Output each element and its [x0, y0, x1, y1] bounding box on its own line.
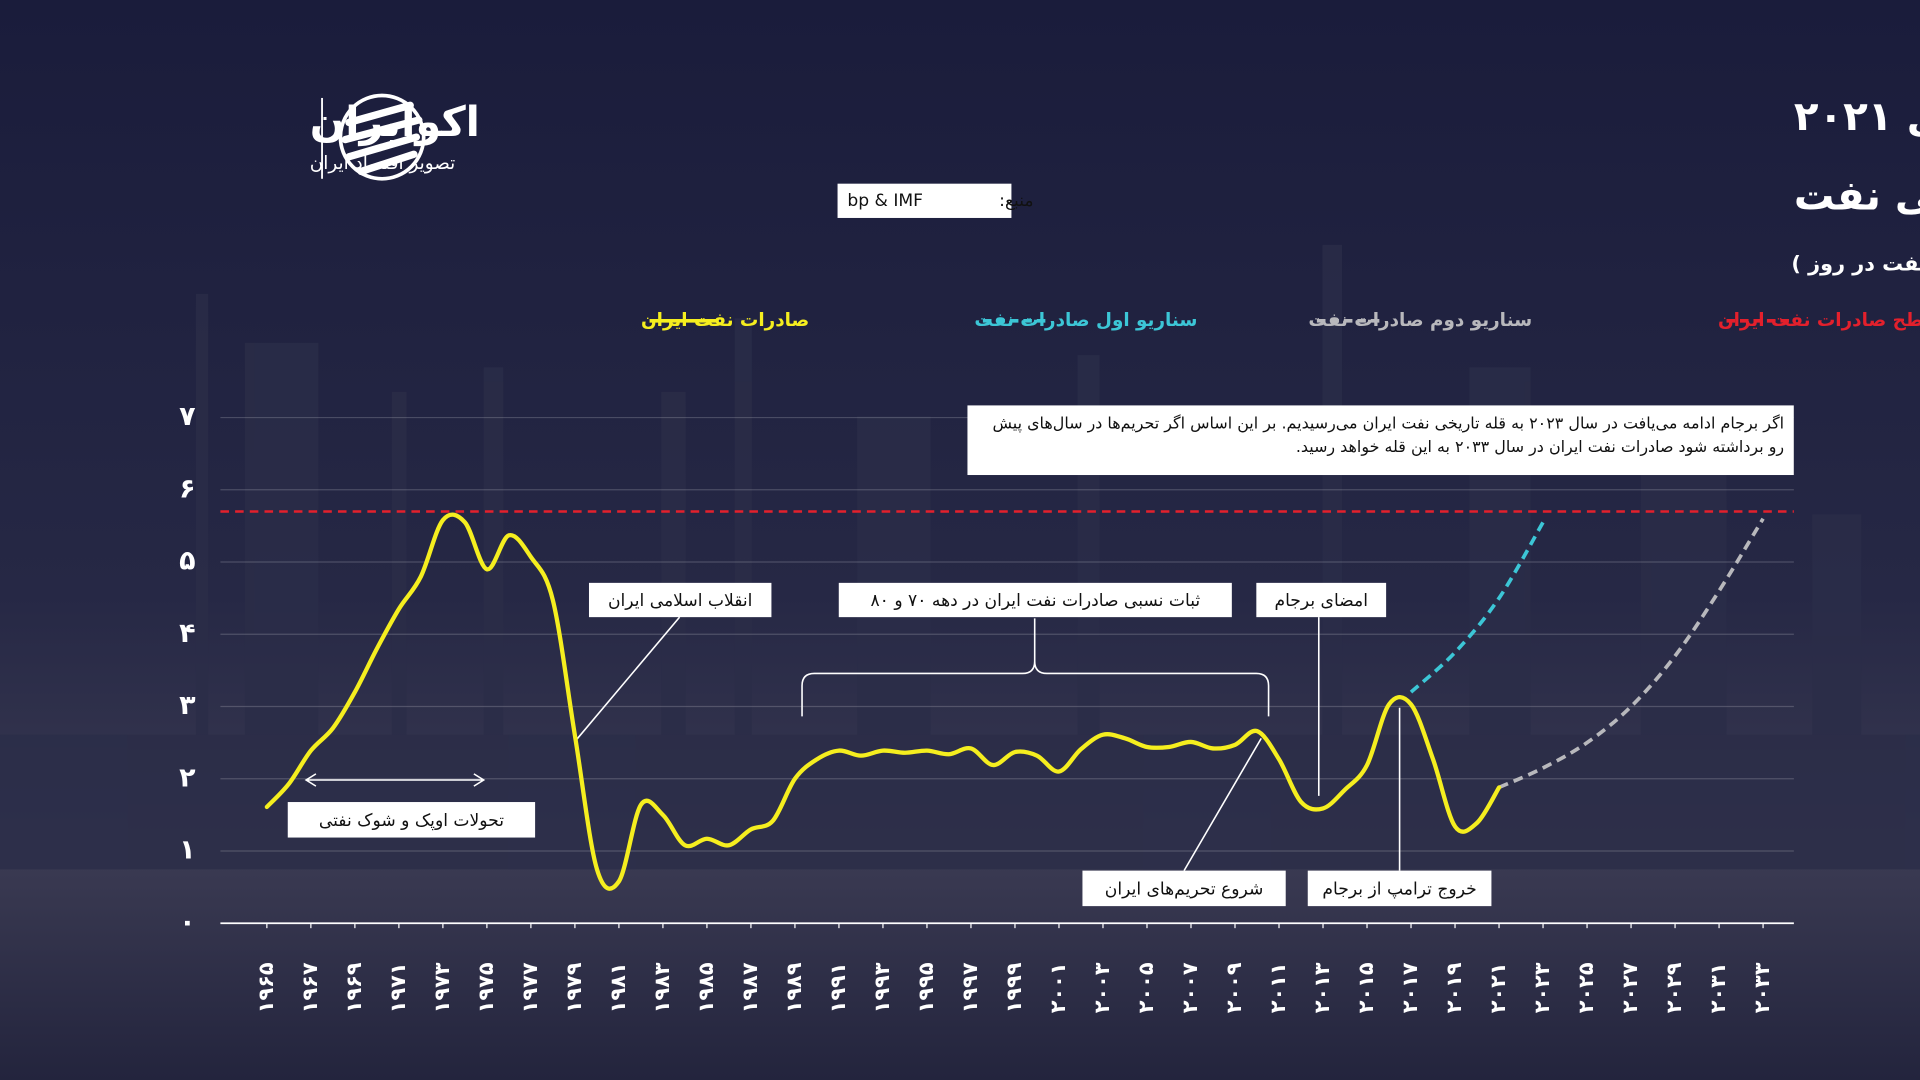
x-tick-label: ۱۹۷۷	[518, 962, 542, 1013]
x-tick-label: ۲۰۲۷	[1618, 962, 1642, 1013]
source: bp & IMF	[847, 191, 923, 211]
series-line	[1498, 517, 1765, 790]
x-tick-label: ۲۰۲۹	[1662, 962, 1686, 1013]
logo-name: اکوایران	[310, 97, 480, 147]
x-tick-label: ۱۹۹۱	[826, 962, 850, 1013]
legend-label: سناریو اول صادرات نفت	[974, 310, 1197, 331]
x-tick-label: ۲۰۲۵	[1574, 962, 1598, 1013]
annotation-box	[1256, 582, 1387, 618]
x-tick-label: ۲۰۱۵	[1354, 962, 1378, 1013]
annotation-text: اگر برجام ادامه می‌یافت در سال ۲۰۲۳ به ق…	[967, 405, 1794, 476]
x-tick-label: ۱۹۷۵	[474, 962, 498, 1013]
annotation-text: شروع تحریم‌های ایران	[1105, 880, 1264, 900]
annotation-box	[838, 582, 1232, 618]
x-tick-label: ۲۰۰۷	[1178, 962, 1202, 1013]
logo: اکوایران تصویر اقتصاد ایران	[310, 93, 480, 181]
annotation-pointer	[574, 616, 681, 742]
annotation-box: اگر برجام ادامه می‌یافت در سال ۲۰۲۳ به ق…	[967, 405, 1794, 476]
x-tick-label: ۲۰۱۱	[1266, 962, 1290, 1013]
legend-label: صادرات نفت ایران	[641, 310, 809, 331]
x-tick-label: ۱۹۹۷	[958, 962, 982, 1013]
x-tick-label: ۲۰۰۳	[1090, 962, 1114, 1013]
chart-title: صادرات نفت ایران از سال ۱۹۶۵ تا سال ۲۰۲۱	[1794, 92, 1920, 140]
x-tick-label: ۱۹۹۹	[1002, 962, 1026, 1013]
logo-icon	[338, 93, 426, 181]
x-tick-label: ۱۹۹۳	[870, 962, 894, 1013]
y-tick-label: ۰	[179, 907, 195, 938]
source-label: منبع:	[999, 191, 1033, 211]
annotation-box	[588, 582, 772, 618]
annotation-box	[287, 802, 536, 838]
legend-label: سناریو دوم صادرات نفت	[1308, 310, 1532, 331]
source-box	[837, 183, 1012, 218]
annotation-text: تحولات اوپک و شوک نفتی	[319, 811, 504, 831]
logo-tagline: تصویر اقتصاد ایران	[310, 153, 455, 174]
unit-label: ( واحد: میلیون بشکه نفت در روز )	[1791, 251, 1920, 275]
x-tick-label: ۱۹۸۱	[606, 962, 630, 1013]
x-tick-label: ۲۰۱۷	[1398, 962, 1422, 1013]
chart-subtitle: به همراه سناریوهای صادراتی نفت	[1794, 171, 1920, 219]
annotation-text: انقلاب اسلامی ایران	[608, 591, 752, 611]
x-tick-label: ۲۰۲۱	[1486, 962, 1510, 1013]
y-tick-label: ۳	[179, 690, 196, 721]
y-tick-label: ۴	[179, 618, 195, 649]
x-tick-label: ۱۹۶۹	[342, 962, 366, 1013]
annotation-box	[1082, 870, 1286, 907]
logo-stripes	[341, 101, 423, 176]
annotation-text: خروج ترامپ از برجام	[1322, 880, 1476, 900]
x-tick-label: ۱۹۶۷	[298, 962, 322, 1013]
y-tick-label: ۲	[179, 762, 196, 793]
x-tick-label: ۱۹۷۹	[562, 962, 586, 1013]
x-tick-label: ۲۰۰۹	[1222, 962, 1246, 1013]
x-tick-label: ۱۹۷۳	[430, 962, 454, 1013]
annotation-pointer	[801, 618, 1270, 717]
y-tick-label: ۵	[179, 546, 195, 577]
x-tick-label: ۲۰۲۳	[1530, 962, 1554, 1013]
annotation-pointer	[1183, 737, 1262, 872]
series-line	[264, 512, 1502, 891]
x-tick-label: ۱۹۸۳	[650, 962, 674, 1013]
x-tick-label: ۲۰۱۹	[1442, 962, 1466, 1013]
x-tick-label: ۱۹۷۱	[386, 962, 410, 1013]
x-tick-label: ۲۰۳۱	[1706, 962, 1730, 1013]
x-tick-label: ۱۹۸۹	[782, 962, 806, 1013]
x-tick-label: ۲۰۱۳	[1310, 962, 1334, 1013]
y-tick-label: ۷	[179, 401, 196, 432]
annotation-text: امضای برجام	[1274, 591, 1367, 611]
annotation-pointer	[304, 773, 486, 787]
y-tick-label: ۶	[179, 473, 195, 504]
y-tick-label: ۱	[179, 835, 195, 866]
series-line	[1409, 521, 1545, 694]
annotation-text: ثبات نسبی صادرات نفت ایران در دهه ۷۰ و ۸…	[870, 591, 1200, 611]
annotation-box	[1307, 870, 1492, 907]
x-tick-label: ۲۰۰۵	[1134, 962, 1158, 1013]
x-tick-label: ۱۹۹۵	[914, 962, 938, 1013]
x-tick-label: ۱۹۸۵	[694, 962, 718, 1013]
x-tick-label: ۱۹۶۵	[254, 962, 278, 1013]
x-tick-label: ۱۹۸۷	[738, 962, 762, 1013]
legend-label: بالاترین سطح صادرات نفت ایران	[1718, 310, 1920, 331]
x-tick-label: ۲۰۰۱	[1046, 962, 1070, 1013]
x-tick-label: ۲۰۳۳	[1750, 962, 1774, 1013]
